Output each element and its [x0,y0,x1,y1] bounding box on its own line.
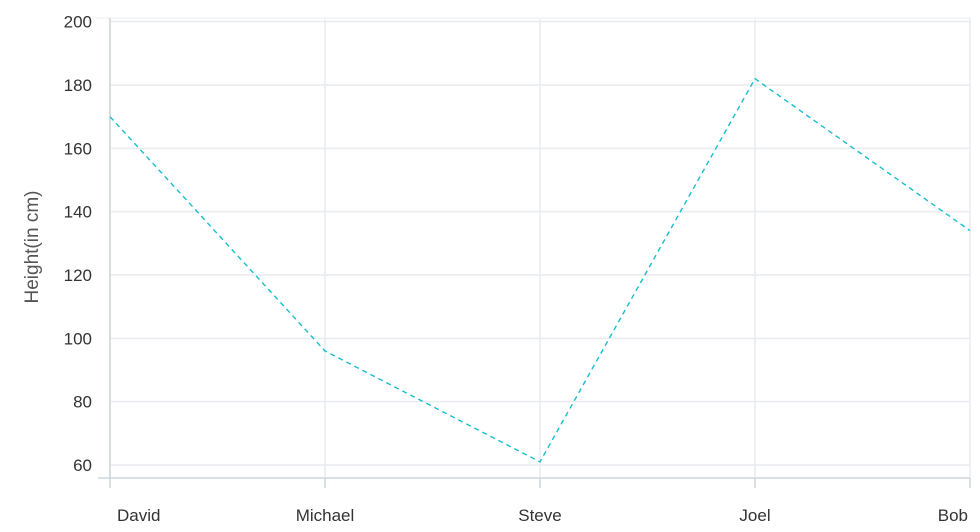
x-tick-label: Bob [938,506,968,525]
y-axis-title: Height(in cm) [22,191,43,304]
x-tick-label: Steve [518,506,561,525]
grid [109,18,971,478]
x-tick-label: Joel [739,506,770,525]
y-tick-label: 160 [64,139,92,158]
y-tick-label: 140 [64,203,92,222]
x-tick-label: David [117,506,160,525]
y-tick-label: 200 [64,13,92,32]
tick-labels: 60 80 100 120 140 160 180 200 David Michael Steve J… [64,13,968,525]
y-tick-label: 60 [73,456,92,475]
series [109,77,971,463]
y-tick-label: 180 [64,76,92,95]
x-tick-label: Michael [296,506,355,525]
y-tick-label: 120 [64,266,92,285]
axes [96,17,971,488]
series-line [109,77,971,463]
y-tick-label: 100 [64,329,92,348]
y-tick-label: 80 [73,393,92,412]
